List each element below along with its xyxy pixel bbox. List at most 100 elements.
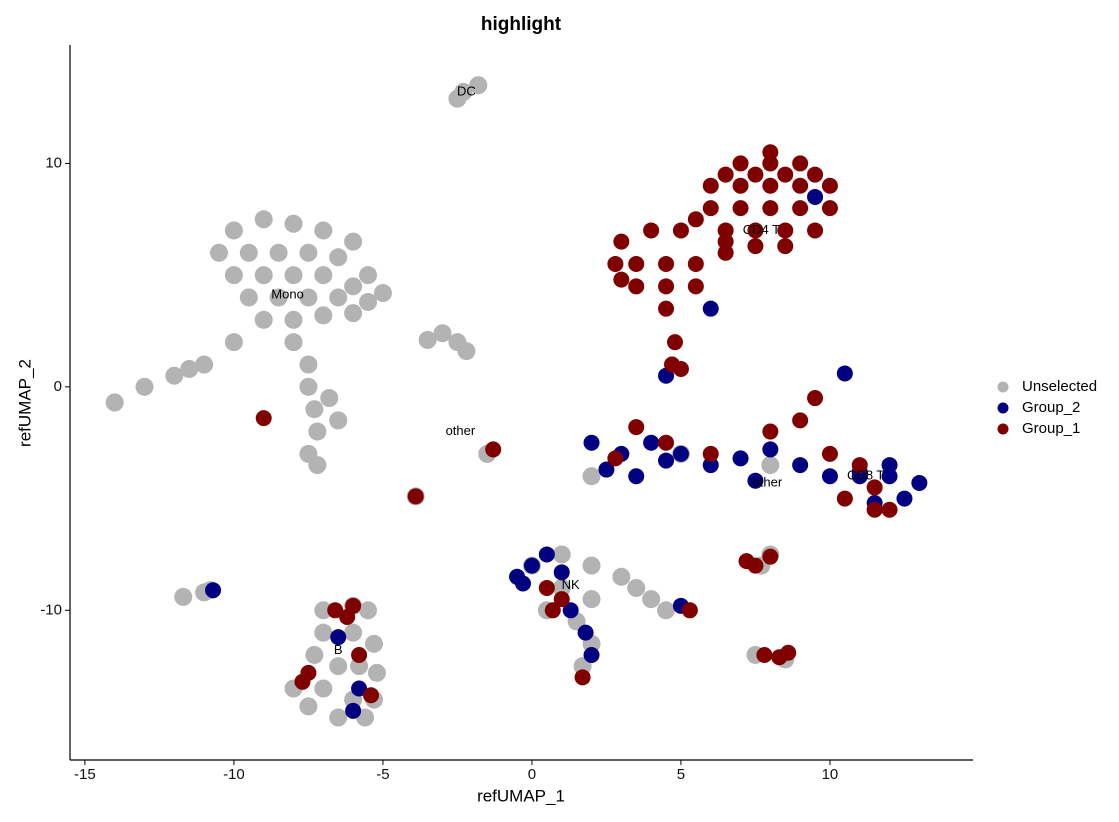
point [762,155,779,172]
point [717,244,734,261]
point [681,602,698,619]
point [329,657,348,676]
point [327,602,344,619]
point [777,238,794,255]
point [552,545,571,564]
point [627,578,646,597]
legend-marker [997,423,1009,435]
point [329,248,348,267]
y-tick-label: 10 [45,154,62,171]
point [514,575,531,592]
point [777,166,794,183]
x-tick-label: -15 [74,766,96,783]
point [294,673,311,690]
point [174,587,193,606]
point [658,434,675,451]
point [658,300,675,317]
point [373,284,392,303]
x-tick-label: 5 [677,766,685,783]
cluster-label: NK [562,577,580,592]
point [359,601,378,620]
point [687,278,704,295]
point [210,243,229,262]
point [224,221,243,240]
point [836,490,853,507]
point [658,278,675,295]
point [299,697,318,716]
point [105,393,124,412]
point [538,546,555,563]
point [792,155,809,172]
point [747,222,764,239]
point [308,456,327,475]
point [573,657,592,676]
cluster-label: other [446,423,476,438]
point [457,342,476,361]
point [747,472,764,489]
point [702,445,719,462]
point [672,360,689,377]
point [329,288,348,307]
point [344,232,363,251]
point [756,646,773,663]
point [538,579,555,596]
x-tick-label: 0 [528,766,536,783]
chart-title: highlight [481,14,562,35]
point [345,702,362,719]
point [881,501,898,518]
point [612,567,631,586]
cluster-label: other [753,474,783,489]
point [792,412,809,429]
point [911,474,928,491]
point [598,461,615,478]
point [702,457,719,474]
point [761,456,780,475]
point [642,590,661,609]
point [314,601,333,620]
point [717,222,734,239]
point [583,434,600,451]
point [628,255,645,272]
point [672,222,689,239]
point [851,457,868,474]
point [344,277,363,296]
point [433,324,452,343]
point [738,553,755,570]
cluster-label: CD8 T [847,468,884,483]
point [717,166,734,183]
point [582,590,601,609]
point [747,238,764,255]
point [299,377,318,396]
point [574,669,591,686]
cluster-label: Mono [271,287,304,302]
point [762,548,779,565]
point [807,390,824,407]
point [658,255,675,272]
point [284,310,303,329]
point [418,330,437,349]
point [582,556,601,575]
cluster-label: B [334,642,343,657]
point [544,602,561,619]
point [284,333,303,352]
point [299,243,318,262]
point [562,602,579,619]
point [666,334,683,351]
point [305,645,324,664]
point [643,434,660,451]
point [523,557,540,574]
point [821,445,838,462]
point [792,457,809,474]
x-tick-label: 10 [822,766,839,783]
point [284,214,303,233]
point [299,288,318,307]
point [485,441,502,458]
point [165,366,184,385]
point [792,177,809,194]
point [320,389,339,408]
point [732,177,749,194]
point [702,200,719,217]
point [351,646,368,663]
point [607,255,624,272]
